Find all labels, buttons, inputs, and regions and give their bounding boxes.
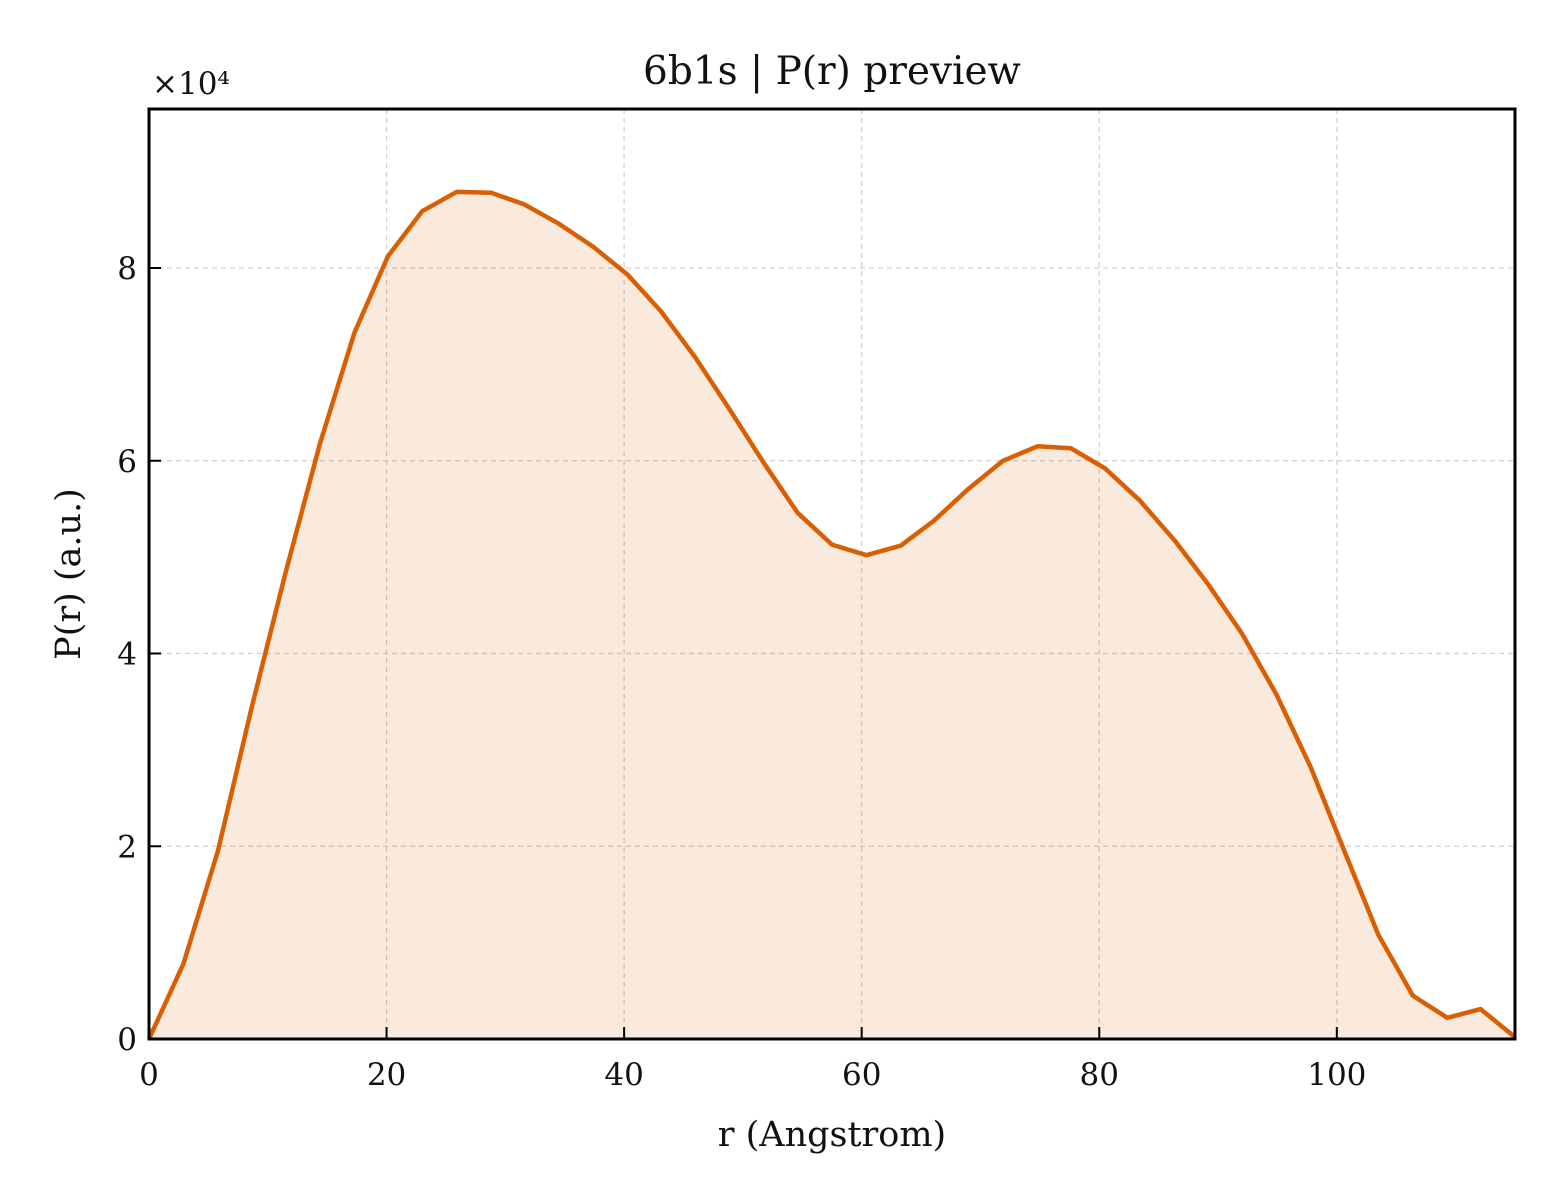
y-tick-label: 0 xyxy=(117,1022,137,1058)
y-tick-label: 6 xyxy=(117,444,137,480)
x-axis-label: r (Angstrom) xyxy=(718,1115,946,1155)
x-tick-label: 80 xyxy=(1080,1057,1119,1093)
plot-frame xyxy=(147,107,1517,1041)
pr-series-line xyxy=(146,189,1517,1040)
x-tick-label: 60 xyxy=(842,1057,881,1093)
y-axis-label: P(r) (a.u.) xyxy=(49,488,89,660)
pr-area-fill xyxy=(149,191,1515,1039)
chart-title: 6b1s | P(r) preview xyxy=(643,49,1021,94)
x-tick-label: 40 xyxy=(604,1057,643,1093)
x-tick-label: 20 xyxy=(367,1057,406,1093)
grid xyxy=(149,109,1515,1039)
y-tick-label: 4 xyxy=(117,637,137,673)
x-tick-label: 0 xyxy=(139,1057,159,1093)
x-tick-label: 100 xyxy=(1307,1057,1366,1093)
axis-ticks: 0 20 40 60 80 100 0 2 4 6 8 xyxy=(117,251,1366,1093)
y-tick-label: 8 xyxy=(117,251,137,287)
y-tick-label: 2 xyxy=(117,829,137,865)
y-multiplier-label: ×10⁴ xyxy=(152,66,230,102)
